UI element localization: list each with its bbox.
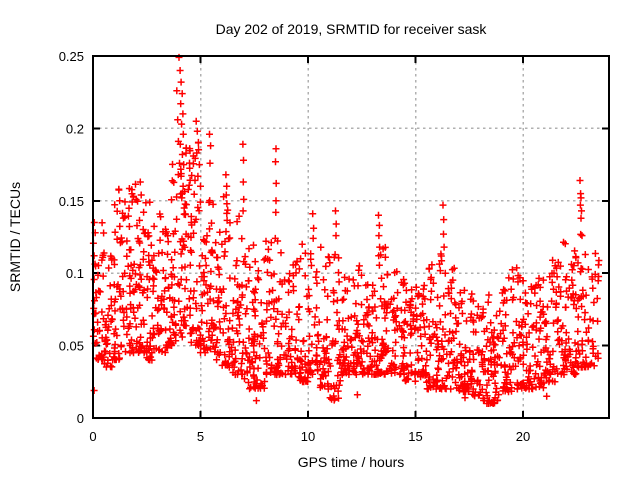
x-tick-label: 20 bbox=[516, 429, 530, 444]
data-points bbox=[89, 53, 603, 407]
plot-border bbox=[92, 55, 610, 419]
y-tick-label: 0.05 bbox=[59, 339, 84, 354]
y-tick-label: 0.25 bbox=[59, 49, 84, 64]
chart-title: Day 202 of 2019, SRMTID for receiver sas… bbox=[216, 21, 488, 37]
x-axis-label: GPS time / hours bbox=[298, 454, 405, 470]
x-tick-label: 5 bbox=[197, 429, 204, 444]
tick-labels: 0 5 10 15 20 0 0.05 0.1 0.15 0.2 0.25 bbox=[59, 49, 531, 444]
y-tick-label: 0.2 bbox=[66, 121, 84, 136]
y-tick-label: 0.15 bbox=[59, 194, 84, 209]
x-tick-label: 10 bbox=[301, 429, 315, 444]
scatter-markers bbox=[89, 53, 603, 407]
y-tick-label: 0.1 bbox=[66, 266, 84, 281]
x-tick-label: 0 bbox=[89, 429, 96, 444]
x-tick-label: 15 bbox=[408, 429, 422, 444]
y-axis-label: SRMTID / TECUs bbox=[7, 182, 23, 292]
y-tick-label: 0 bbox=[77, 411, 84, 426]
